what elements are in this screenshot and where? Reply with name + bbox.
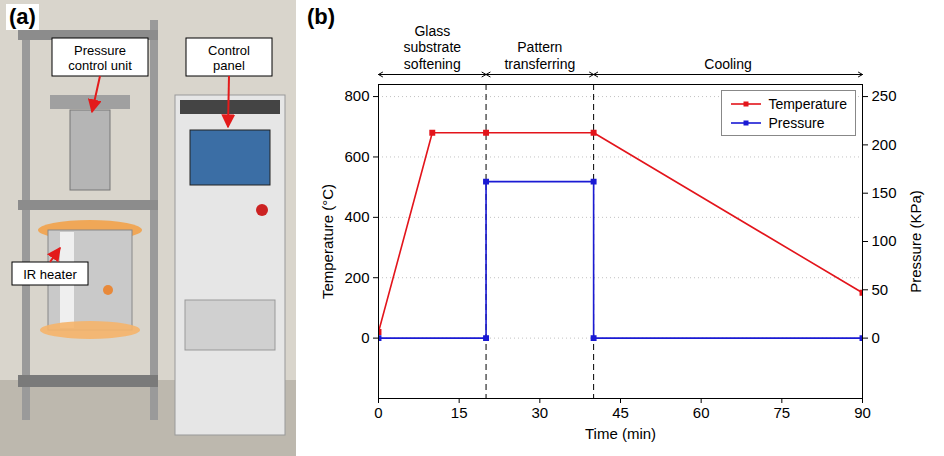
svg-text:15: 15 (451, 404, 468, 421)
svg-text:100: 100 (872, 232, 897, 249)
svg-text:200: 200 (872, 136, 897, 153)
svg-text:600: 600 (344, 148, 369, 165)
svg-text:0: 0 (374, 404, 382, 421)
html-text:(a): (a) (9, 4, 36, 29)
svg-text:800: 800 (344, 87, 369, 104)
svg-text:Cooling: Cooling (704, 56, 751, 72)
svg-text:Controlpanel: Controlpanel (208, 43, 250, 73)
svg-text:200: 200 (344, 269, 369, 286)
svg-text:Glasssubstratesoftening: Glasssubstratesoftening (403, 23, 461, 71)
svg-text:Pressurecontrol unit: Pressurecontrol unit (68, 43, 132, 73)
svg-text:75: 75 (773, 404, 790, 421)
svg-text:50: 50 (872, 281, 889, 298)
svg-text:60: 60 (693, 404, 710, 421)
svg-text:400: 400 (344, 208, 369, 225)
svg-text:Pressure (KPa): Pressure (KPa) (907, 190, 924, 293)
html-text:Temperature: Temperature (768, 95, 847, 112)
svg-text:45: 45 (612, 404, 629, 421)
svg-text:Time (min): Time (min) (585, 425, 656, 442)
svg-text:150: 150 (872, 184, 897, 201)
svg-text:0: 0 (872, 329, 880, 346)
svg-text:250: 250 (872, 87, 897, 104)
svg-text:IR heater: IR heater (23, 267, 77, 282)
svg-text:Temperature (°C): Temperature (°C) (319, 184, 336, 299)
svg-text:Patterntransferring: Patterntransferring (504, 39, 575, 71)
html-text:Pressure: Pressure (768, 114, 825, 131)
svg-text:90: 90 (854, 404, 871, 421)
html-text:(b): (b) (307, 4, 336, 29)
svg-text:30: 30 (531, 404, 548, 421)
svg-text:0: 0 (361, 329, 369, 346)
